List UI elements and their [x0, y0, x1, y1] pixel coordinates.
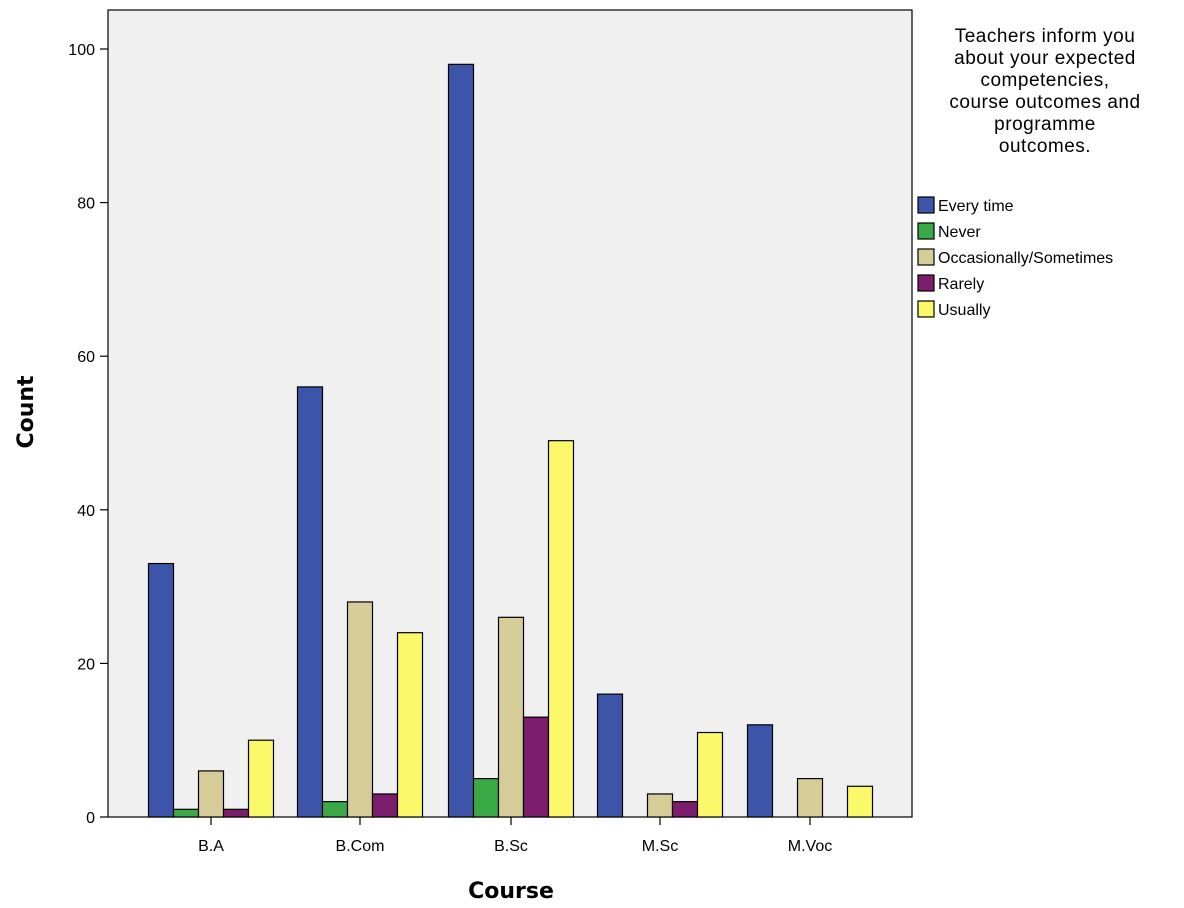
- bar-occasionally-sometimes-bsc: [497, 616, 525, 818]
- x-axis-title: Course: [468, 879, 554, 904]
- legend-swatch: [917, 248, 935, 266]
- legend-title-line: Teachers inform you: [955, 26, 1136, 47]
- bar-rarely-bsc: [522, 716, 550, 818]
- bar-never-bcom: [321, 801, 349, 818]
- legend-title-line: about your expected: [954, 48, 1136, 69]
- bar-usually-bsc: [547, 440, 575, 818]
- bar-occasionally-sometimes-bcom: [346, 601, 374, 818]
- bar-rarely-ba: [222, 808, 250, 818]
- bars-group: [147, 63, 874, 818]
- legend-label: Usually: [938, 302, 990, 319]
- x-axis: B.A B.Com B.Sc M.Sc M.Voc: [198, 817, 832, 855]
- bar-every-time-bcom: [296, 386, 324, 818]
- legend-title-line: competencies,: [980, 70, 1109, 91]
- bar-usually-ba: [247, 739, 275, 818]
- legend-title-line: programme: [994, 114, 1096, 135]
- bar-occasionally-sometimes-mvoc: [796, 777, 824, 818]
- legend-swatch: [917, 196, 935, 214]
- legend-items: Every time Never Occasionally/Sometimes Rar…: [917, 196, 1113, 319]
- bar-occasionally-sometimes-msc: [646, 793, 674, 818]
- legend-label: Rarely: [938, 276, 984, 293]
- x-tick-label: B.Sc: [494, 838, 528, 855]
- legend-title-line: outcomes.: [999, 136, 1091, 157]
- legend-label: Never: [938, 224, 981, 241]
- legend-swatch: [917, 222, 935, 240]
- legend-title-line: course outcomes and: [949, 92, 1140, 113]
- legend-label: Every time: [938, 198, 1014, 215]
- bar-every-time-bsc: [447, 63, 475, 818]
- x-tick-label: B.Com: [336, 838, 385, 855]
- bar-never-ba: [172, 808, 200, 818]
- bar-every-time-msc: [596, 693, 624, 818]
- bar-usually-msc: [696, 731, 724, 818]
- y-tick-label: 40: [77, 503, 95, 520]
- bar-every-time-mvoc: [746, 724, 774, 818]
- y-tick-label: 60: [77, 349, 95, 366]
- legend-label: Occasionally/Sometimes: [938, 250, 1113, 267]
- x-tick-label: M.Sc: [642, 838, 678, 855]
- x-tick-label: B.A: [198, 838, 224, 855]
- y-tick-label: 80: [77, 196, 95, 213]
- y-axis: 0 20 40 60 80 100: [68, 42, 108, 827]
- bar-usually-bcom: [396, 632, 424, 818]
- bar-never-bsc: [472, 777, 500, 818]
- y-tick-label: 20: [77, 656, 95, 673]
- bar-usually-mvoc: [846, 785, 874, 818]
- bar-every-time-ba: [147, 562, 175, 818]
- bar-rarely-bcom: [371, 793, 399, 818]
- y-tick-label: 100: [68, 42, 95, 59]
- legend-swatch: [917, 300, 935, 318]
- x-tick-label: M.Voc: [788, 838, 832, 855]
- y-tick-label: 0: [86, 810, 95, 827]
- y-axis-title: Count: [14, 375, 39, 449]
- bar-occasionally-sometimes-ba: [197, 770, 225, 818]
- legend-swatch: [917, 274, 935, 292]
- bar-rarely-msc: [671, 801, 699, 818]
